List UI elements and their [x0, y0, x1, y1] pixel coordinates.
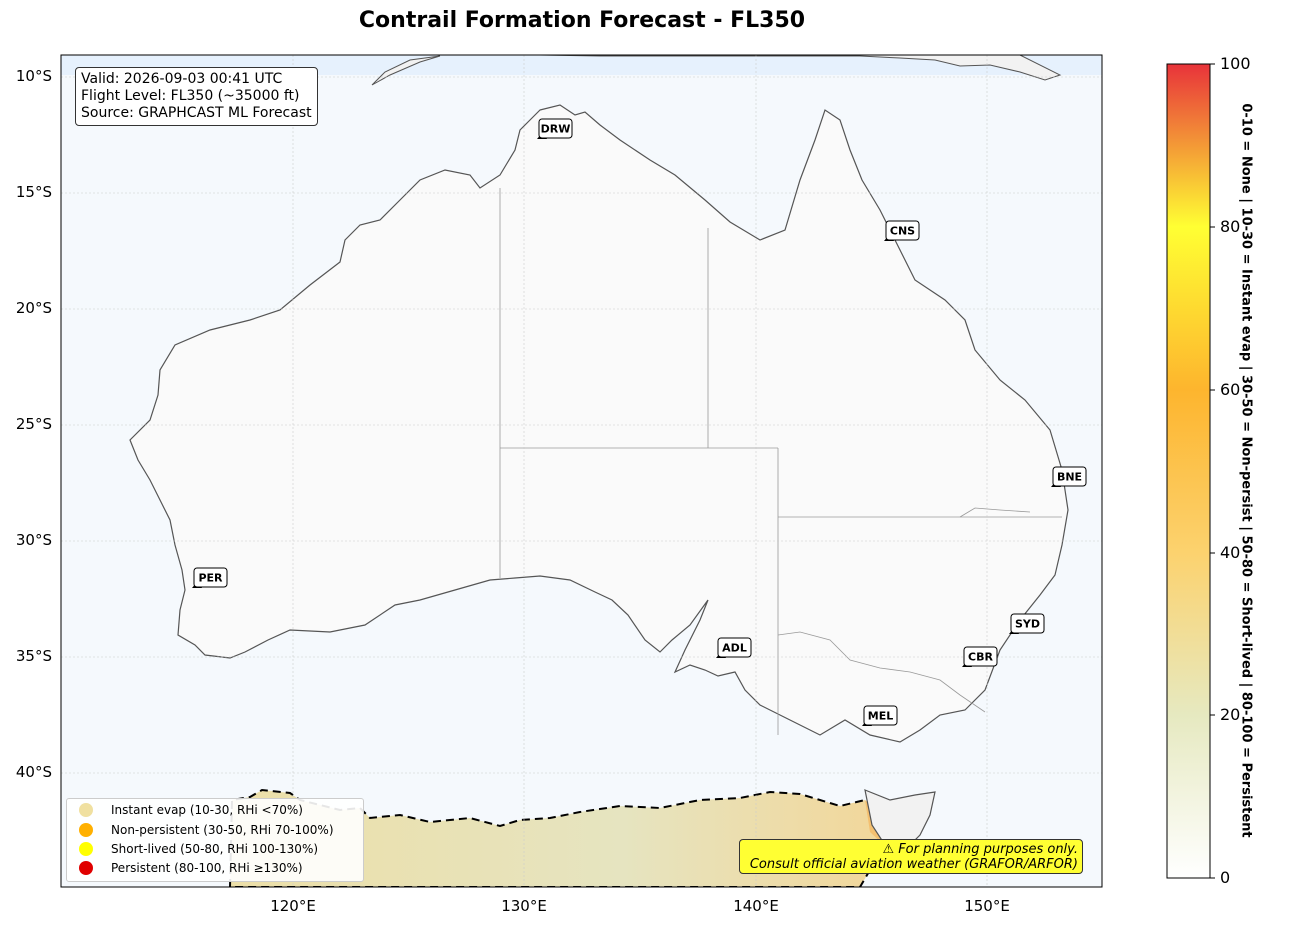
colorbar-tick-80: 80 [1220, 217, 1241, 236]
airport-code-label: CNS [890, 225, 915, 238]
valid-time: Valid: 2026-09-03 00:41 UTC [81, 71, 283, 87]
legend-item-instant-evap: Instant evap (10-30, RHi <70%) [79, 801, 303, 819]
airport-code-label: SYD [1015, 618, 1040, 631]
plot-frame [60, 54, 1103, 888]
colorbar-tick-20: 20 [1220, 705, 1241, 724]
legend-item-non-persistent: Non-persistent (30-50, RHi 70-100%) [79, 821, 334, 839]
legend-dot-icon [79, 861, 93, 875]
airport-code-label: CBR [968, 651, 993, 664]
airport-code-label: ADL [722, 642, 747, 655]
disclaimer-line-2: Consult official aviation weather (GRAFO… [749, 857, 1078, 872]
colorbar-tick-60: 60 [1220, 380, 1241, 399]
lat-label-10s: 10°S [15, 67, 52, 85]
legend-dot-icon [79, 803, 93, 817]
colorbar-tick-0: 0 [1220, 868, 1231, 887]
legend-label: Non-persistent (30-50, RHi 70-100%) [111, 823, 334, 837]
airport-label-box [863, 705, 898, 726]
airport-label-box [538, 118, 573, 139]
airport-label-box [963, 646, 998, 667]
legend-item-short-lived: Short-lived (50-80, RHi 100-130%) [79, 840, 318, 858]
disclaimer-box: ⚠ For planning purposes only. Consult of… [739, 839, 1083, 874]
legend: Instant evap (10-30, RHi <70%) Non-persi… [66, 798, 364, 882]
airport-label-box [885, 220, 920, 241]
disclaimer-line-1: ⚠ For planning purposes only. [882, 842, 1079, 857]
colorbar-ticks [1210, 63, 1215, 879]
legend-label: Short-lived (50-80, RHi 100-130%) [111, 842, 319, 856]
lon-label-130e: 130°E [501, 897, 547, 915]
legend-dot-icon [79, 842, 93, 856]
airport-adl[interactable]: ADL [716, 637, 752, 658]
lon-label-150e: 150°E [964, 897, 1010, 915]
airport-code-label: PER [198, 572, 223, 585]
timor-island [371, 55, 441, 86]
airport-cbr[interactable]: CBR [962, 646, 998, 667]
colorbar-tick-100: 100 [1220, 54, 1251, 73]
state-borders [499, 188, 1062, 735]
legend-label: Persistent (80-100, RHi ≥130%) [111, 861, 303, 875]
chart-title: Contrail Formation Forecast - FL350 [358, 8, 806, 33]
airport-label-box [1010, 613, 1045, 634]
data-source: Source: GRAPHCAST ML Forecast [81, 105, 312, 121]
legend-item-persistent: Persistent (80-100, RHi ≥130%) [79, 859, 303, 877]
lon-label-140e: 140°E [733, 897, 779, 915]
new-guinea-landmass [539, 55, 1062, 81]
lat-label-20s: 20°S [15, 299, 52, 317]
airport-drw[interactable]: DRW [537, 118, 573, 139]
australia-landmass [129, 104, 1069, 743]
colorbar [1166, 63, 1211, 879]
lon-label-120e: 120°E [270, 897, 316, 915]
airport-bne[interactable]: BNE [1051, 466, 1087, 487]
airport-label-box [193, 567, 228, 588]
legend-dot-icon [79, 823, 93, 837]
airport-code-label: BNE [1057, 471, 1082, 484]
flight-level: Flight Level: FL350 (~35000 ft) [81, 88, 300, 104]
tasmania-landmass [864, 789, 936, 851]
lat-label-40s: 40°S [15, 763, 52, 781]
airport-label-box [717, 637, 752, 658]
colorbar-category-label: 0-10 = None | 10-30 = Instant evap | 30-… [1238, 103, 1254, 838]
colorbar-tick-40: 40 [1220, 543, 1241, 562]
airport-cns[interactable]: CNS [884, 220, 920, 241]
airport-code-label: DRW [541, 123, 571, 136]
airport-per[interactable]: PER [192, 567, 228, 588]
airport-label-box [1052, 466, 1087, 487]
legend-label: Instant evap (10-30, RHi <70%) [111, 803, 303, 817]
lat-label-30s: 30°S [15, 531, 52, 549]
graticule [61, 55, 1102, 887]
airport-markers: DRW CNS BNE PER SYD ADL CBR MEL [192, 118, 1087, 726]
lat-label-25s: 25°S [15, 415, 52, 433]
airport-code-label: MEL [868, 710, 893, 723]
lat-label-35s: 35°S [15, 647, 52, 665]
airport-mel[interactable]: MEL [862, 705, 898, 726]
forecast-info-box: Valid: 2026-09-03 00:41 UTC Flight Level… [75, 67, 318, 126]
lat-label-15s: 15°S [15, 183, 52, 201]
ocean-band-top [61, 55, 1102, 75]
airport-syd[interactable]: SYD [1009, 613, 1045, 634]
